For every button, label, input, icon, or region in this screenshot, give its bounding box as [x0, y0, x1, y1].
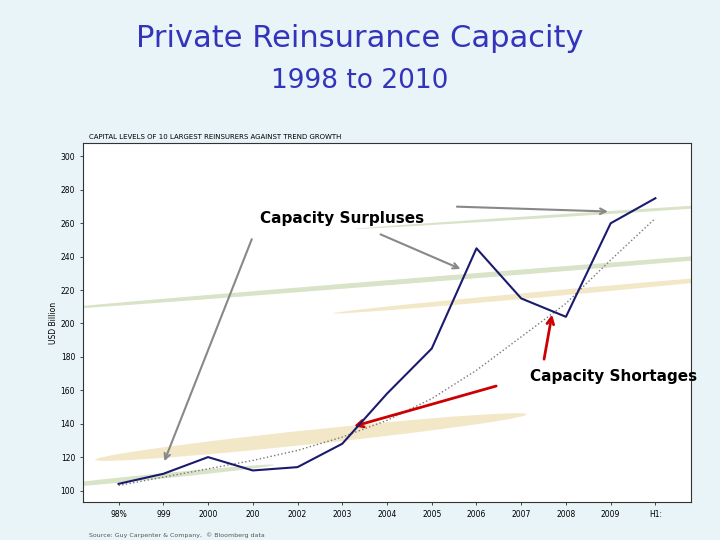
Ellipse shape: [25, 464, 274, 490]
Ellipse shape: [95, 413, 527, 461]
Text: Source: Guy Carpenter & Company,  © Bloomberg data: Source: Guy Carpenter & Company, © Bloom…: [89, 533, 265, 538]
Ellipse shape: [37, 242, 720, 311]
Text: Private Reinsurance Capacity: Private Reinsurance Capacity: [136, 24, 584, 53]
Text: CAPITAL LEVELS OF 10 LARGEST REINSURERS AGAINST TREND GROWTH: CAPITAL LEVELS OF 10 LARGEST REINSURERS …: [89, 134, 341, 140]
Text: Capacity Shortages: Capacity Shortages: [530, 369, 697, 384]
Text: 1998 to 2010: 1998 to 2010: [271, 68, 449, 93]
Ellipse shape: [355, 194, 720, 229]
Ellipse shape: [333, 273, 720, 314]
Y-axis label: USD Billion: USD Billion: [49, 301, 58, 344]
Text: Capacity Surpluses: Capacity Surpluses: [260, 211, 424, 226]
